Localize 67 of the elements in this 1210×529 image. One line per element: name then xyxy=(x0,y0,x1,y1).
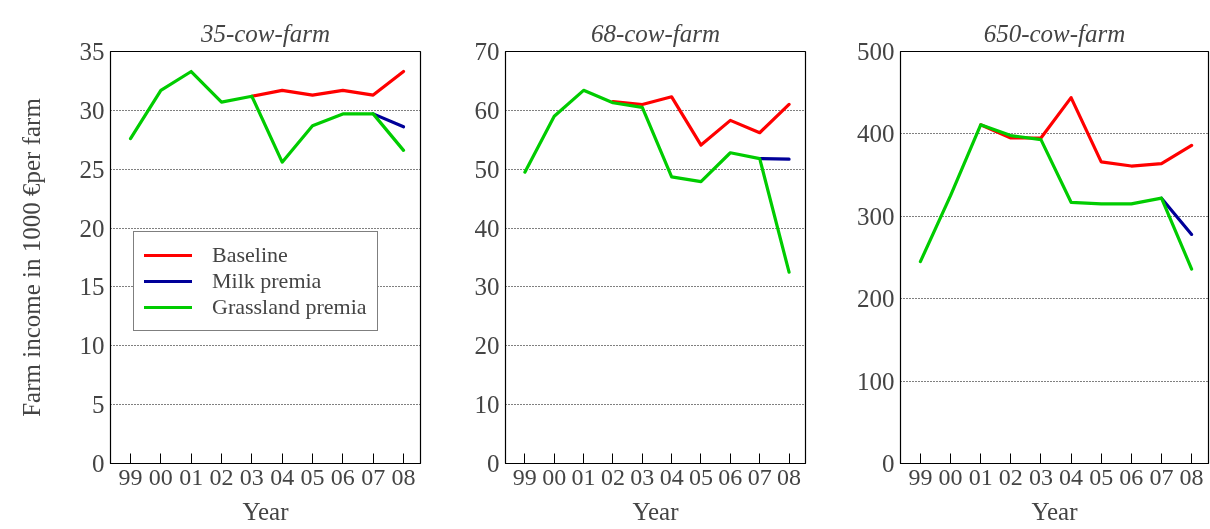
y-tick-label: 70 xyxy=(474,38,500,65)
y-tick-label: 40 xyxy=(474,214,500,242)
x-tick-label: 03 xyxy=(1028,463,1053,490)
y-tick-label: 30 xyxy=(474,273,500,301)
x-tick-label: 99 xyxy=(512,463,537,490)
y-tick-label: 5 xyxy=(92,391,105,419)
y-tick-label: 0 xyxy=(487,450,500,477)
x-axis-title: Year xyxy=(632,497,680,525)
x-tick-label: 08 xyxy=(777,463,802,490)
line-series xyxy=(128,69,406,164)
x-tick-label: 07 xyxy=(1149,463,1174,490)
x-tick-label: 02 xyxy=(998,463,1023,490)
x-tick-label: 06 xyxy=(330,463,355,490)
x-axis-title: Year xyxy=(242,497,290,525)
line-series xyxy=(611,95,791,147)
x-tick-label: 01 xyxy=(968,463,993,490)
x-tick-label: 02 xyxy=(600,463,625,490)
y-tick-label: 10 xyxy=(474,391,500,419)
x-tick-label: 05 xyxy=(300,463,325,490)
x-tick-label: 00 xyxy=(542,463,567,490)
line-series xyxy=(250,69,406,98)
y-tick-label: 200 xyxy=(857,285,895,313)
y-tick-label: 20 xyxy=(474,332,500,360)
line-series xyxy=(918,123,1194,271)
x-tick-label: 05 xyxy=(1089,463,1114,490)
x-tick-label: 02 xyxy=(209,463,234,490)
x-tick-label: 04 xyxy=(1059,463,1084,490)
chart-title: 650-cow-farm xyxy=(983,19,1126,47)
x-tick-label: 07 xyxy=(747,463,772,490)
y-axis-title: Farm income in 1000 €per farm xyxy=(17,97,45,417)
x-tick-label: 00 xyxy=(148,463,173,490)
x-tick-label: 01 xyxy=(571,463,596,490)
y-tick-label: 100 xyxy=(857,367,895,395)
x-tick-label: 04 xyxy=(659,463,684,490)
x-tick-label: 03 xyxy=(239,463,264,490)
y-tick-label: 400 xyxy=(857,120,895,148)
y-tick-label: 20 xyxy=(79,214,105,242)
legend-label: Grassland premia xyxy=(212,294,367,320)
line-series xyxy=(523,88,791,274)
x-axis-title: Year xyxy=(1031,497,1079,525)
x-tick-label: 04 xyxy=(270,463,295,490)
y-tick-label: 0 xyxy=(92,450,105,477)
y-tick-label: 500 xyxy=(857,38,895,65)
x-tick-label: 08 xyxy=(1179,463,1204,490)
y-tick-label: 15 xyxy=(79,273,105,301)
chart-title: 68-cow-farm xyxy=(590,19,721,47)
y-tick-label: 60 xyxy=(474,96,500,124)
y-tick-label: 50 xyxy=(474,155,500,183)
chart-title: 35-cow-farm xyxy=(199,19,331,47)
y-tick-label: 300 xyxy=(857,202,895,230)
x-tick-label: 99 xyxy=(908,463,933,490)
x-tick-label: 05 xyxy=(689,463,713,490)
x-tick-label: 07 xyxy=(361,463,386,490)
y-tick-label: 25 xyxy=(79,155,105,183)
legend-label: Milk premia xyxy=(212,268,322,294)
x-tick-label: 06 xyxy=(1119,463,1144,490)
y-tick-label: 30 xyxy=(79,96,105,124)
x-tick-label: 08 xyxy=(391,463,416,490)
x-tick-label: 06 xyxy=(718,463,743,490)
legend-label: Baseline xyxy=(212,242,288,268)
x-tick-label: 03 xyxy=(630,463,655,490)
x-tick-label: 00 xyxy=(938,463,963,490)
y-tick-label: 10 xyxy=(79,332,105,360)
y-tick-label: 0 xyxy=(882,450,895,477)
x-tick-label: 01 xyxy=(179,463,204,490)
y-tick-label: 35 xyxy=(79,38,105,65)
x-tick-label: 99 xyxy=(118,463,143,490)
